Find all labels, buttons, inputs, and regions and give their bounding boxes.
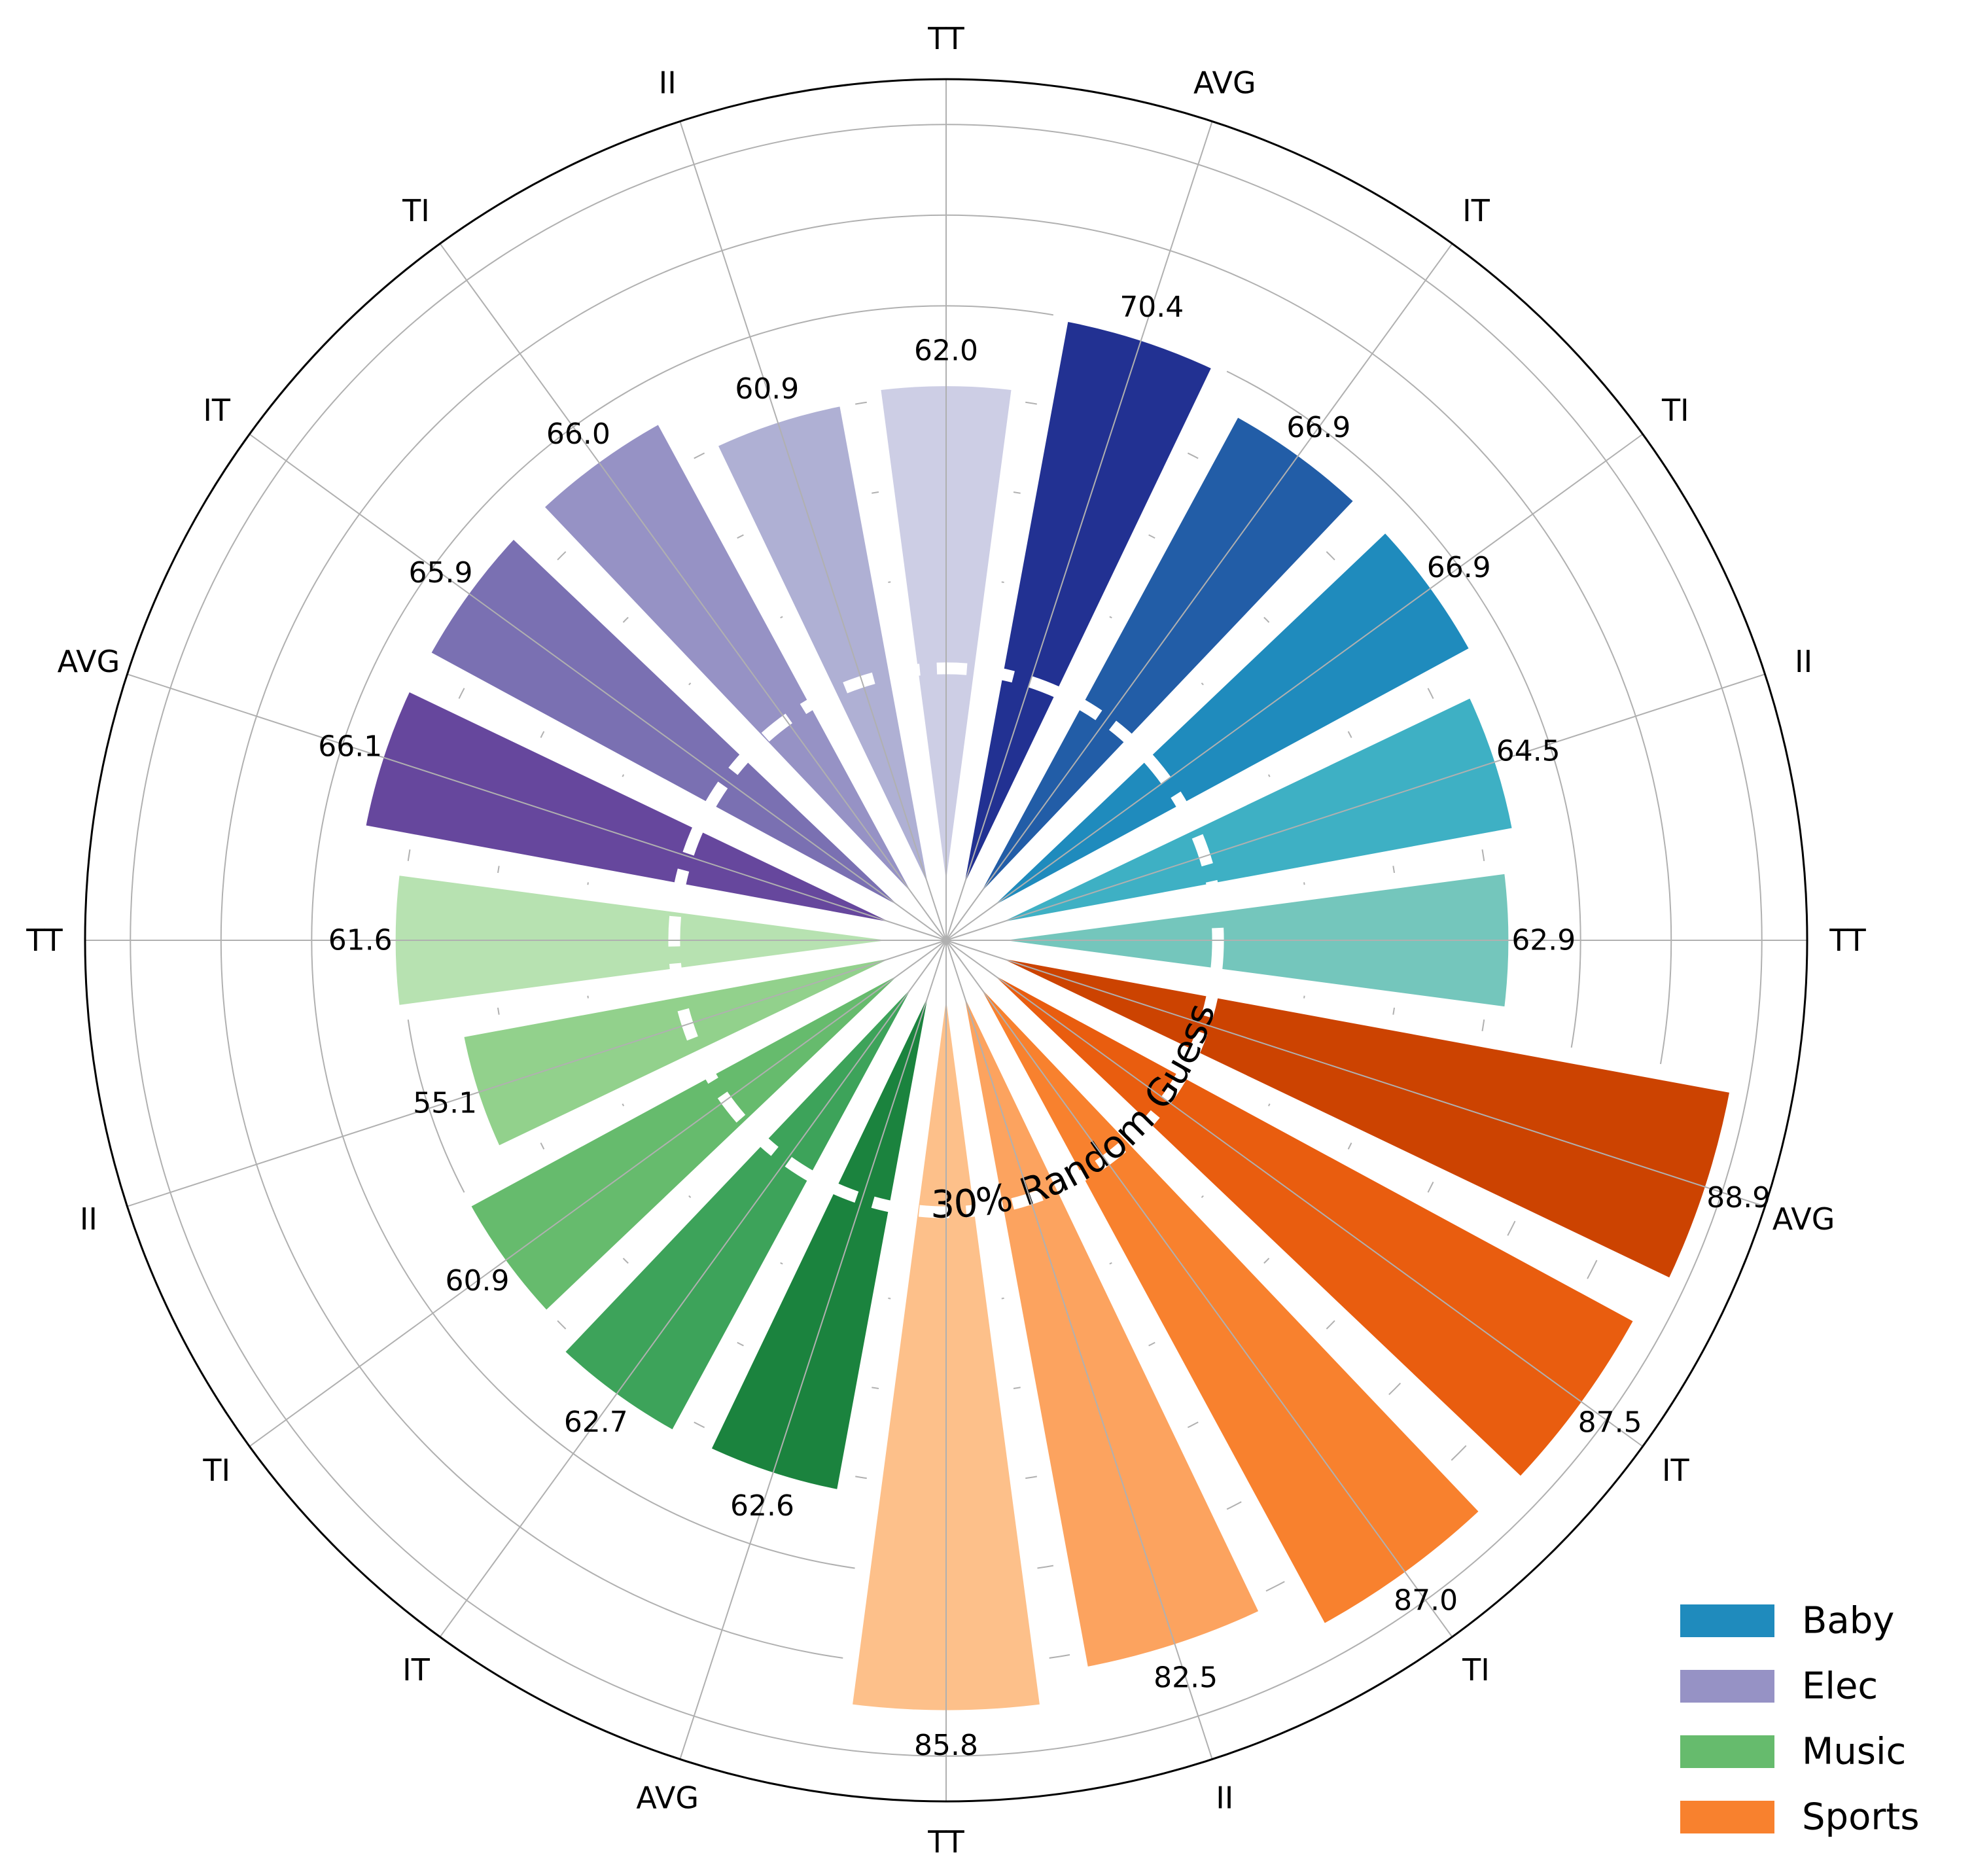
legend-label: Baby	[1802, 1600, 1894, 1642]
value-label: 65.9	[409, 556, 473, 590]
legend-label: Elec	[1802, 1665, 1878, 1708]
angular-gridline	[945, 673, 1765, 941]
value-label: 70.4	[1119, 291, 1184, 324]
theta-tick-label: II	[80, 1201, 97, 1237]
value-label: 87.0	[1394, 1584, 1458, 1618]
value-label: 60.9	[446, 1264, 510, 1298]
legend-swatch	[1680, 1735, 1774, 1768]
value-label: 64.5	[1496, 734, 1560, 768]
angular-gridline	[945, 121, 1213, 941]
legend-swatch	[1680, 1604, 1774, 1637]
theta-tick-label: IT	[1462, 193, 1490, 228]
angular-gridline	[945, 940, 1765, 1207]
theta-tick-label: II	[1216, 1780, 1233, 1816]
theta-tick-label: AVG	[636, 1780, 699, 1816]
polar-frame	[84, 78, 1808, 1803]
theta-tick-label: TI	[1462, 1652, 1490, 1688]
angular-gridline	[127, 940, 947, 1207]
bars	[347, 303, 1748, 1726]
legend-swatch	[1680, 1670, 1774, 1703]
angular-grid	[85, 79, 1807, 1801]
angular-gridline	[249, 433, 947, 941]
theta-tick-labels: TT II TI IT AVG TT II TI IT AVG TT II TI IT AVG TT II TI I…	[26, 21, 1866, 1860]
value-label: 61.6	[328, 924, 393, 957]
value-label: 66.9	[1286, 411, 1350, 444]
value-label: 62.0	[914, 334, 978, 368]
theta-tick-label: TT	[26, 923, 63, 958]
angular-gridline	[249, 940, 947, 1447]
angular-gridline	[439, 940, 947, 1638]
angular-gridline	[127, 673, 947, 941]
theta-tick-label: IT	[1662, 1453, 1690, 1488]
legend: Baby Elec Music Sports	[1680, 1600, 1920, 1839]
angular-gridline	[679, 121, 947, 941]
value-label: 87.5	[1578, 1406, 1642, 1440]
theta-tick-label: AVG	[1772, 1201, 1835, 1237]
theta-tick-label: TT	[927, 21, 964, 56]
value-label: 66.1	[318, 730, 382, 764]
value-labels: 62.9 64.5 66.9 66.9 70.4 62.0 60.9 66.0 65.9 66.1…	[318, 291, 1771, 1762]
value-label: 62.7	[564, 1406, 628, 1439]
theta-tick-label: TT	[927, 1824, 964, 1860]
angular-gridline	[679, 940, 947, 1760]
angular-gridline	[945, 940, 1453, 1638]
theta-tick-label: IT	[203, 393, 231, 428]
value-label: 85.8	[914, 1729, 978, 1762]
theta-tick-label: TI	[1661, 393, 1689, 428]
angular-gridline	[945, 940, 1213, 1760]
angular-gridline	[945, 433, 1644, 941]
theta-tick-label: AVG	[58, 644, 120, 679]
value-label: 66.9	[1427, 551, 1491, 584]
theta-tick-label: II	[659, 65, 677, 100]
value-label: 66.0	[546, 417, 610, 451]
value-label: 62.6	[730, 1489, 794, 1523]
angular-gridline	[439, 243, 947, 941]
value-label: 82.5	[1154, 1661, 1218, 1694]
theta-tick-label: TI	[402, 193, 430, 228]
theta-tick-label: IT	[402, 1652, 431, 1688]
legend-swatch	[1680, 1801, 1774, 1833]
value-label: 55.1	[413, 1086, 477, 1120]
angular-gridline	[945, 243, 1453, 941]
theta-tick-label: TT	[1829, 923, 1866, 958]
value-label: 60.9	[735, 372, 799, 406]
theta-tick-label: AVG	[1193, 65, 1256, 100]
angular-gridline	[945, 940, 1644, 1447]
legend-label: Music	[1802, 1731, 1906, 1773]
theta-tick-label: II	[1795, 644, 1812, 679]
theta-tick-label: TI	[202, 1453, 230, 1488]
value-label: 62.9	[1511, 924, 1576, 957]
value-label: 88.9	[1706, 1181, 1771, 1214]
legend-label: Sports	[1802, 1796, 1920, 1839]
